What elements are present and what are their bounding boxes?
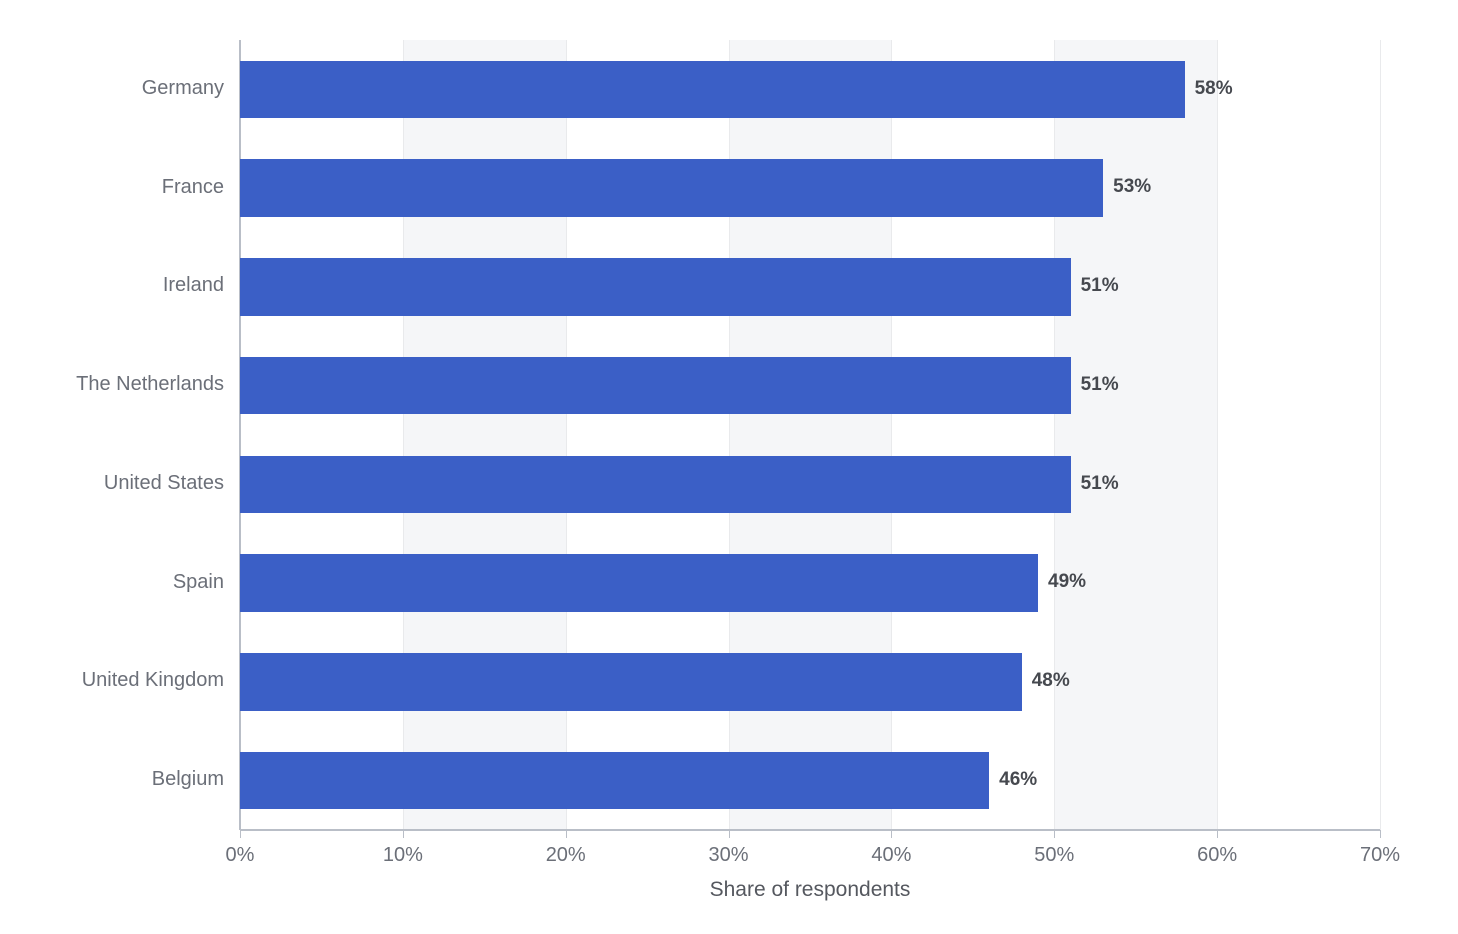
bar[interactable] bbox=[240, 752, 989, 809]
x-tick-label: 20% bbox=[546, 844, 586, 867]
category-label: Spain bbox=[173, 571, 224, 594]
category-label: The Netherlands bbox=[76, 373, 224, 396]
category-label: Ireland bbox=[163, 274, 224, 297]
x-tick bbox=[1380, 830, 1381, 838]
bar[interactable] bbox=[240, 258, 1071, 315]
bar[interactable] bbox=[240, 61, 1185, 118]
x-tick bbox=[1054, 830, 1055, 838]
x-tick-label: 60% bbox=[1197, 844, 1237, 867]
x-tick bbox=[566, 830, 567, 838]
x-tick bbox=[240, 830, 241, 838]
bar[interactable] bbox=[240, 456, 1071, 513]
bar-value-label: 46% bbox=[999, 769, 1037, 791]
category-label: Belgium bbox=[152, 768, 224, 791]
bar[interactable] bbox=[240, 357, 1071, 414]
x-tick-label: 30% bbox=[709, 844, 749, 867]
plot-area: 0%10%20%30%40%50%60%70%58%53%51%51%51%49… bbox=[240, 40, 1380, 830]
x-axis-line bbox=[240, 829, 1380, 831]
grid-line bbox=[1217, 40, 1218, 830]
bar-value-label: 51% bbox=[1081, 473, 1119, 495]
bar[interactable] bbox=[240, 554, 1038, 611]
x-axis-title: Share of respondents bbox=[710, 878, 911, 902]
x-tick-label: 10% bbox=[383, 844, 423, 867]
x-tick-label: 0% bbox=[226, 844, 255, 867]
x-tick bbox=[1217, 830, 1218, 838]
category-label: Germany bbox=[142, 77, 224, 100]
bar-value-label: 48% bbox=[1032, 670, 1070, 692]
bar-value-label: 53% bbox=[1113, 176, 1151, 198]
bar[interactable] bbox=[240, 653, 1022, 710]
x-tick-label: 40% bbox=[871, 844, 911, 867]
category-label: United Kingdom bbox=[82, 669, 224, 692]
x-tick bbox=[403, 830, 404, 838]
bar-value-label: 58% bbox=[1195, 78, 1233, 100]
bar-value-label: 51% bbox=[1081, 374, 1119, 396]
grid-line bbox=[1380, 40, 1381, 830]
x-tick-label: 50% bbox=[1034, 844, 1074, 867]
x-tick bbox=[891, 830, 892, 838]
x-tick bbox=[729, 830, 730, 838]
x-tick-label: 70% bbox=[1360, 844, 1400, 867]
chart-container: 0% 10% 20% 30% 40% 50% 60% 70% 58% 53% 51% 51% 51% 49… bbox=[0, 0, 1458, 934]
bar-value-label: 51% bbox=[1081, 275, 1119, 297]
bar-value-label: 49% bbox=[1048, 571, 1086, 593]
bar[interactable] bbox=[240, 159, 1103, 216]
category-label: United States bbox=[104, 472, 224, 495]
category-label: France bbox=[162, 176, 224, 199]
